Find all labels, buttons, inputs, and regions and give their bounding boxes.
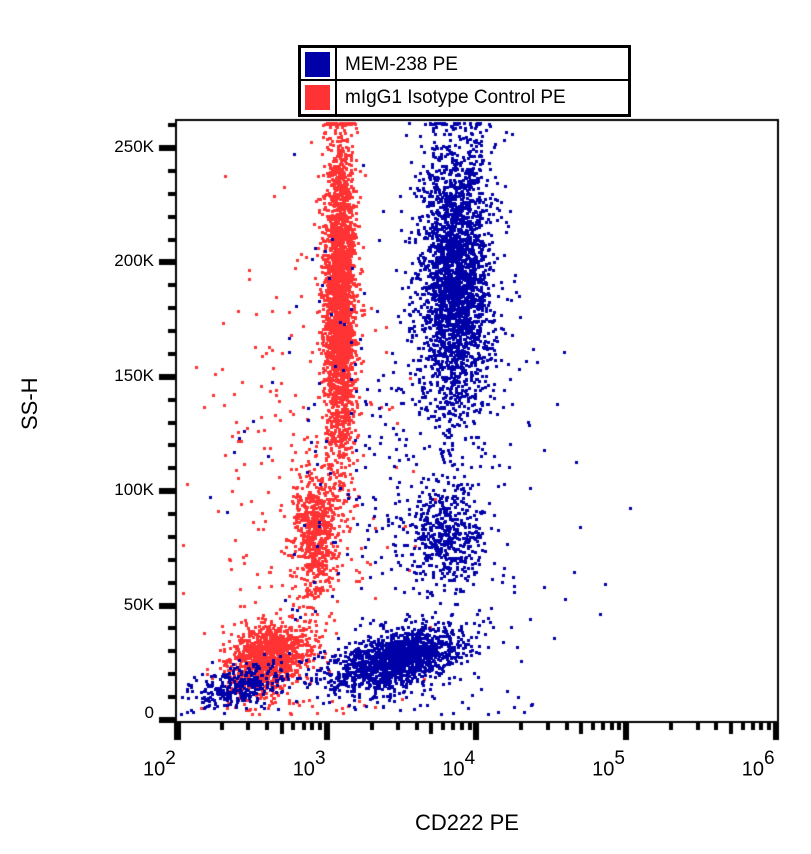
y-tick-label: 200K bbox=[114, 251, 154, 271]
x-tick-label: 104 bbox=[442, 748, 476, 781]
y-tick-label: 0 bbox=[144, 703, 154, 722]
legend-label: MEM-238 PE bbox=[345, 54, 458, 75]
x-axis-title: CD222 PE bbox=[415, 810, 519, 835]
legend-item-isotype-control: mIgG1 Isotype Control PE bbox=[301, 81, 628, 114]
legend-divider bbox=[335, 48, 337, 79]
legend-divider bbox=[335, 81, 337, 114]
x-tick-label: 105 bbox=[592, 748, 625, 781]
x-tick-label: 103 bbox=[292, 748, 326, 781]
y-tick-label: 150K bbox=[114, 365, 154, 385]
legend: MEM-238 PE mIgG1 Isotype Control PE bbox=[298, 45, 631, 117]
y-tick-label: 100K bbox=[114, 480, 154, 500]
y-tick-label: 50K bbox=[123, 594, 154, 614]
legend-swatch-blue bbox=[305, 52, 330, 77]
legend-swatch-red bbox=[305, 85, 330, 110]
x-tick-label: 106 bbox=[741, 748, 775, 781]
y-axis-title: SS-H bbox=[17, 377, 42, 430]
legend-label: mIgG1 Isotype Control PE bbox=[345, 87, 566, 108]
y-tick-label: 250K bbox=[114, 137, 154, 156]
x-tick-label: 102 bbox=[143, 748, 176, 781]
legend-item-mem-238: MEM-238 PE bbox=[301, 48, 628, 81]
